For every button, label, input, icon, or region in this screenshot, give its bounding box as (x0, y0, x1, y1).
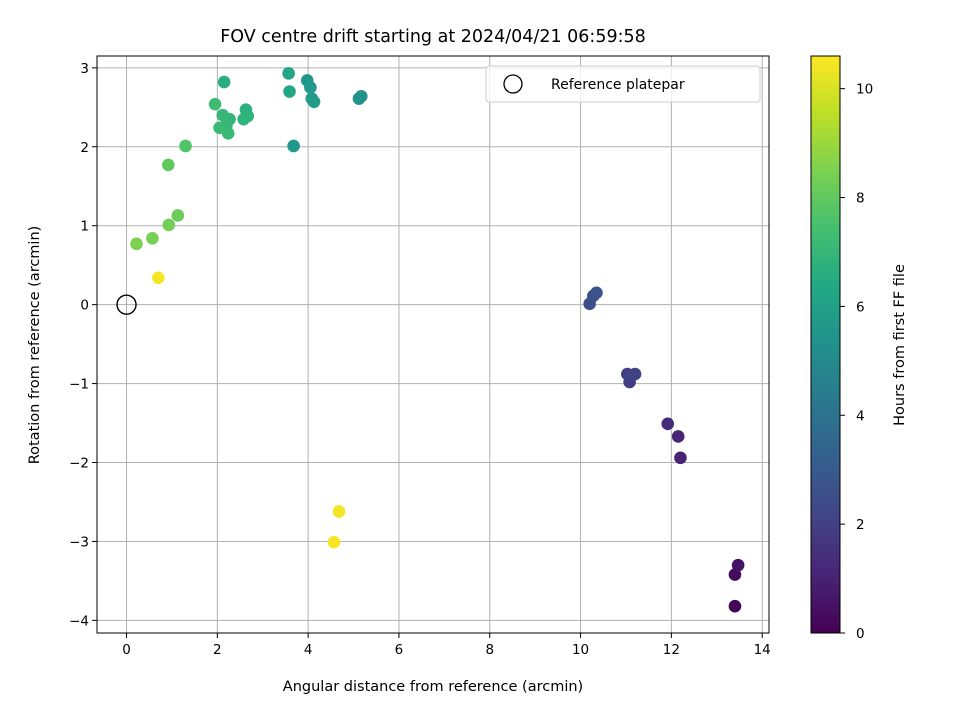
colorbar-tick-label: 6 (856, 299, 865, 315)
legend-reference-marker-icon (503, 74, 523, 94)
data-point (282, 67, 295, 80)
x-tick-label: 4 (304, 642, 313, 658)
colorbar-tick-label: 2 (856, 517, 865, 533)
data-point (332, 505, 346, 518)
colorbar-ticks: 0 2 4 6 8 10 (840, 82, 873, 642)
colorbar-tick-label: 10 (856, 82, 873, 98)
x-tick-label: 8 (485, 642, 494, 658)
x-tick-label: 0 (122, 642, 131, 658)
legend: Reference platepar (485, 65, 761, 103)
colorbar-tick-label: 4 (856, 408, 865, 424)
data-points (130, 67, 745, 613)
y-axis-label: Rotation from reference (arcmin) (27, 226, 43, 465)
data-point (728, 568, 742, 581)
data-point (151, 271, 165, 285)
data-point (327, 535, 341, 549)
colorbar-gradient (810, 55, 841, 634)
x-tick-label: 10 (572, 642, 589, 658)
y-tick-label: 2 (80, 140, 89, 156)
y-tick-label: 1 (80, 219, 89, 235)
x-tick-label: 12 (663, 642, 680, 658)
colorbar-tick-label: 8 (856, 191, 865, 207)
chart-title: FOV centre drift starting at 2024/04/21 … (220, 27, 646, 47)
x-tick-label: 6 (395, 642, 404, 658)
colorbar-tick-label: 0 (856, 626, 865, 642)
reference-marker-layer (116, 294, 137, 315)
legend-box (485, 65, 761, 103)
data-point (208, 97, 222, 111)
y-axis-ticks: −4 −3 −2 −1 0 1 2 3 (69, 61, 97, 629)
y-tick-label: 0 (80, 298, 89, 314)
data-point (354, 89, 368, 103)
y-tick-label: −1 (69, 377, 89, 393)
data-point (661, 417, 675, 431)
plot-frame (96, 55, 770, 634)
data-point (216, 108, 230, 122)
data-point (287, 139, 300, 153)
data-point (221, 127, 235, 140)
data-point (179, 139, 192, 153)
data-point (161, 158, 175, 172)
colorbar-label: Hours from first FF file (892, 264, 908, 426)
data-point (217, 75, 231, 89)
data-point (304, 81, 317, 94)
data-point (130, 237, 143, 251)
legend-label: Reference platepar (551, 77, 685, 93)
x-axis-ticks: 0 2 4 6 8 10 12 14 (122, 633, 771, 658)
x-axis-label: Angular distance from reference (arcmin) (283, 679, 583, 695)
data-point (171, 209, 185, 222)
data-point (162, 218, 176, 232)
data-point (731, 558, 745, 572)
data-point (307, 95, 321, 109)
data-point (671, 430, 685, 443)
data-point (283, 85, 296, 98)
y-tick-label: 3 (80, 61, 89, 77)
y-tick-label: −4 (69, 613, 89, 629)
x-tick-label: 14 (754, 642, 771, 658)
data-point (728, 599, 742, 613)
reference-platepar-marker (116, 294, 137, 315)
colorbar: 0 2 4 6 8 10 Hours from first FF file (810, 55, 908, 642)
data-point (146, 232, 159, 245)
x-tick-label: 2 (213, 642, 222, 658)
data-point (237, 112, 250, 126)
y-tick-label: −2 (69, 456, 89, 472)
grid-lines (97, 56, 769, 633)
data-point (674, 451, 687, 465)
data-point (628, 367, 642, 381)
data-point (590, 286, 603, 300)
y-tick-label: −3 (69, 534, 89, 550)
